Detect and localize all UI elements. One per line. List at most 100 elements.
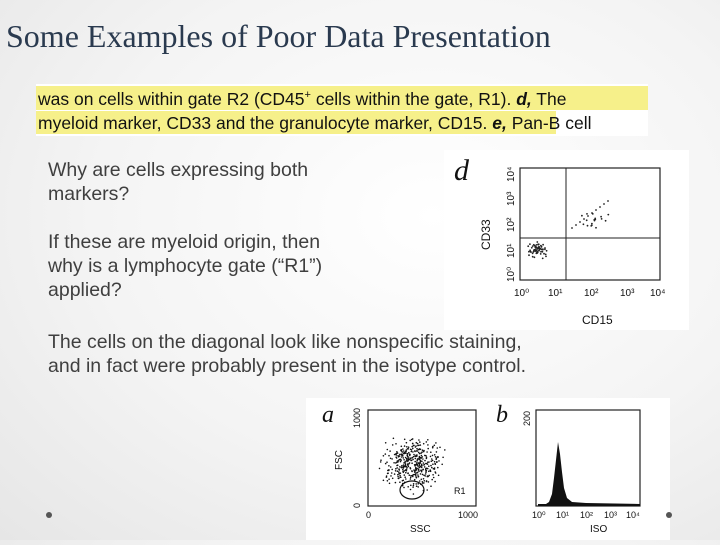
svg-text:1000: 1000 <box>352 408 362 428</box>
event-dot <box>391 477 394 480</box>
event-dot <box>398 468 400 470</box>
event-dot <box>434 463 437 465</box>
event-dot <box>595 209 597 211</box>
event-dot <box>395 443 397 445</box>
event-dot <box>378 467 381 470</box>
event-dot <box>425 480 428 483</box>
event-dot <box>389 466 392 468</box>
event-dot <box>420 466 423 469</box>
event-dot <box>405 478 407 480</box>
event-dot <box>535 249 538 252</box>
event-dot <box>403 452 406 455</box>
event-dot <box>403 486 405 489</box>
event-dot <box>427 439 429 441</box>
event-dot <box>425 471 427 473</box>
event-dot <box>429 470 432 473</box>
event-dot <box>414 469 417 472</box>
event-dot <box>388 454 390 457</box>
event-dot <box>418 452 421 455</box>
event-dot <box>586 224 589 227</box>
event-dot <box>441 463 443 466</box>
event-dot <box>426 489 428 491</box>
event-dot <box>431 466 433 469</box>
event-dot <box>402 448 404 450</box>
event-dot <box>411 462 413 464</box>
event-dot <box>530 251 532 253</box>
event-dot <box>544 248 546 251</box>
svg-text:10⁴: 10⁴ <box>650 288 665 299</box>
event-dot <box>424 459 426 462</box>
event-dot <box>531 252 534 255</box>
panel-a-events <box>378 437 446 495</box>
event-dot <box>419 456 421 459</box>
svg-text:10³: 10³ <box>620 288 635 299</box>
event-dot <box>417 469 420 471</box>
event-dot <box>607 200 609 202</box>
event-dot <box>398 459 400 461</box>
event-dot <box>419 466 421 468</box>
event-dot <box>419 473 422 475</box>
event-dot <box>425 457 428 460</box>
event-dot <box>415 476 418 479</box>
event-dot <box>527 245 530 248</box>
event-dot <box>415 454 417 456</box>
event-dot <box>533 250 535 253</box>
event-dot <box>412 493 415 495</box>
event-dot <box>402 471 405 474</box>
event-dot <box>407 464 409 466</box>
event-dot <box>405 450 407 453</box>
event-dot <box>587 215 589 217</box>
event-dot <box>399 476 401 478</box>
panel-d-y-label: CD33 <box>479 219 493 250</box>
event-dot <box>386 448 389 451</box>
event-dot <box>534 249 536 251</box>
event-dot <box>389 457 392 460</box>
event-dot <box>428 465 430 467</box>
event-dot <box>434 480 436 483</box>
slide-title: Some Examples of Poor Data Presentation <box>6 18 551 54</box>
event-dot <box>544 247 546 249</box>
panel-b-histogram <box>538 442 640 506</box>
event-dot <box>430 460 433 462</box>
event-dot <box>391 468 393 471</box>
event-dot <box>599 206 601 208</box>
event-dot <box>427 444 429 446</box>
event-dot <box>410 484 412 487</box>
event-dot <box>575 224 577 226</box>
event-dot <box>399 466 401 468</box>
event-dot <box>415 441 418 444</box>
event-dot <box>591 222 593 225</box>
event-dot <box>388 465 390 467</box>
flow-plots-a-b: a FSC 1000 0 0 1000 SSC R1 b 200 10⁰ 10¹… <box>306 398 670 540</box>
event-dot <box>416 458 419 460</box>
event-dot <box>405 457 408 460</box>
event-dot <box>414 465 416 467</box>
caption-highlight-2 <box>36 111 556 134</box>
event-dot <box>424 475 426 477</box>
svg-text:10³: 10³ <box>604 510 617 520</box>
svg-text:10⁰: 10⁰ <box>514 288 529 299</box>
event-dot <box>411 470 413 472</box>
event-dot <box>406 448 409 450</box>
event-dot <box>409 457 411 459</box>
event-dot <box>439 446 441 449</box>
event-dot <box>417 474 419 476</box>
event-dot <box>405 459 408 461</box>
event-dot <box>435 451 438 453</box>
svg-text:10¹: 10¹ <box>506 243 517 258</box>
event-dot <box>403 470 405 472</box>
event-dot <box>432 476 435 479</box>
event-dot <box>396 451 398 453</box>
svg-text:10²: 10² <box>584 288 599 299</box>
event-dot <box>425 462 428 465</box>
event-dot <box>420 454 423 457</box>
event-dot <box>411 438 414 440</box>
event-dot <box>419 460 422 463</box>
event-dot <box>417 486 419 488</box>
event-dot <box>408 474 411 476</box>
event-dot <box>385 476 388 478</box>
event-dot <box>536 241 539 243</box>
event-dot <box>417 451 420 454</box>
event-dot <box>529 249 531 252</box>
event-dot <box>419 448 422 451</box>
